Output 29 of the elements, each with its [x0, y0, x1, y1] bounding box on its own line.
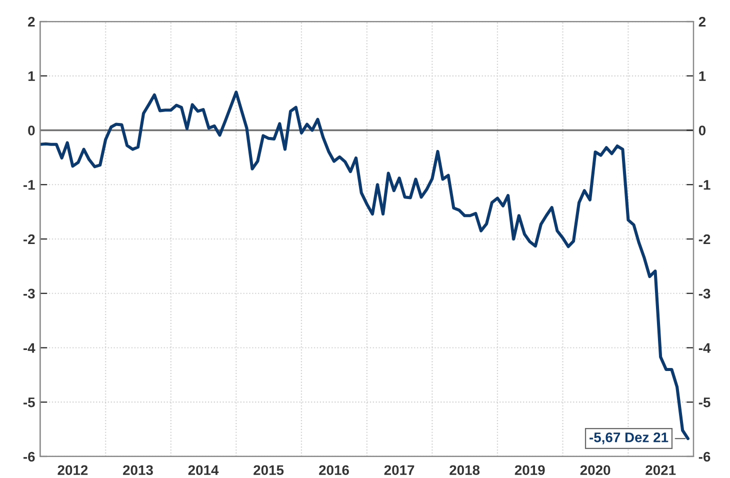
- y2-tick-label: 0: [698, 126, 706, 136]
- y2-tick-label: -4: [698, 343, 711, 353]
- y2-tick-label: -3: [698, 288, 710, 299]
- y-tick-label: -3: [23, 288, 35, 299]
- x-tick-label: 2013: [123, 465, 153, 476]
- x-tick-label: 2020: [580, 465, 610, 476]
- y2-tick-label: 2: [698, 16, 706, 27]
- y2-tick-label: -2: [698, 234, 710, 244]
- y-tick-label: 2: [28, 16, 35, 27]
- y-tick-label: -6: [23, 452, 35, 462]
- y-tick-label: -5: [23, 398, 35, 408]
- annotation: -5,67 Dez 21: [590, 432, 668, 444]
- x-tick-label: 2021: [646, 465, 676, 476]
- y2-tick-label: -5: [698, 398, 710, 408]
- x-tick-label: 2012: [58, 465, 88, 476]
- x-tick-label: 2016: [319, 465, 349, 476]
- y-tick-label: -4: [23, 343, 36, 353]
- y-tick-label: 1: [28, 71, 35, 81]
- y2-tick-label: -1: [698, 180, 710, 190]
- y-tick-label: -1: [23, 180, 35, 190]
- x-tick-label: 2019: [514, 465, 545, 476]
- x-tick-label: 2015: [254, 465, 284, 476]
- x-tick-label: 2018: [450, 465, 480, 476]
- y2-tick-label: 1: [699, 71, 706, 81]
- y2-tick-label: -6: [698, 452, 710, 462]
- y-tick-label: -2: [23, 234, 35, 244]
- y-tick-label: 0: [28, 126, 35, 136]
- x-tick-label: 2017: [384, 465, 414, 476]
- x-tick-label: 2014: [188, 465, 219, 476]
